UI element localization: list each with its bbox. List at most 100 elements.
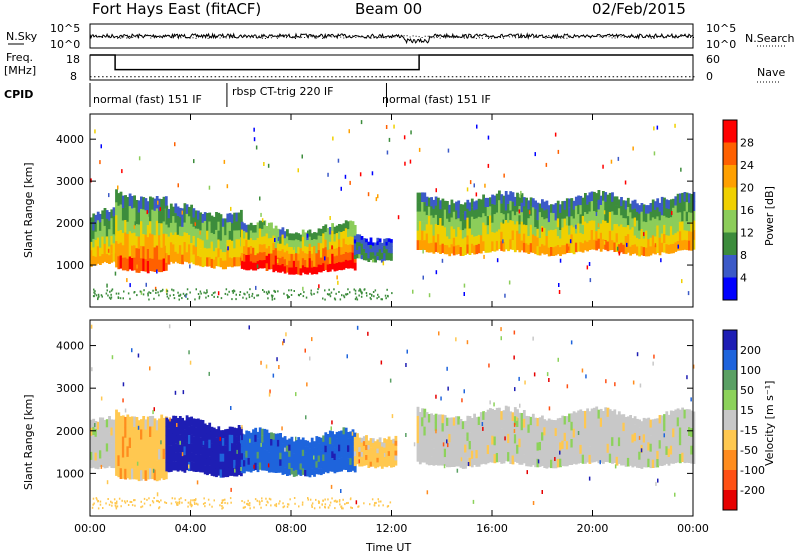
power-scatter-echo — [157, 200, 159, 205]
power-cell — [606, 222, 610, 233]
velocity-cell — [556, 434, 560, 443]
power-cell — [112, 234, 116, 244]
power-low-echo — [206, 291, 208, 294]
velocity-cell — [559, 426, 562, 435]
power-cell — [231, 240, 234, 250]
power-cell — [690, 212, 693, 223]
power-cell — [584, 240, 587, 251]
power-cell — [509, 210, 513, 221]
velocity-cell — [151, 468, 155, 480]
velocity-cell — [306, 446, 310, 453]
power-cell — [604, 201, 608, 212]
velocity-cell — [654, 418, 657, 428]
power-cell — [208, 257, 212, 267]
power-cell — [545, 244, 549, 255]
velocity-scatter-echo — [406, 349, 408, 354]
velocity-cell — [491, 444, 494, 454]
velocity-cell — [263, 449, 267, 457]
power-cell — [525, 243, 528, 253]
velocity-cell — [183, 420, 187, 430]
velocity-cell — [319, 450, 323, 457]
velocity-cell — [301, 443, 305, 451]
velocity-cell — [658, 440, 662, 449]
power-cell — [226, 257, 230, 267]
power-cell — [631, 236, 635, 246]
velocity-cell — [153, 459, 157, 471]
velocity-colorbar-swatch — [723, 330, 737, 351]
velocity-cell — [233, 459, 236, 469]
power-cell — [221, 243, 225, 253]
velocity-cell — [464, 436, 467, 445]
power-cell — [669, 226, 673, 236]
power-cell — [92, 230, 96, 240]
velocity-cell — [140, 470, 143, 481]
power-cell — [448, 213, 452, 223]
velocity-cell — [495, 435, 499, 445]
velocity-cell — [617, 454, 621, 464]
power-cell — [326, 228, 330, 236]
power-cell — [633, 226, 637, 236]
power-cell — [369, 248, 373, 253]
power-cell — [206, 221, 209, 232]
power-cell — [498, 210, 501, 220]
velocity-cell — [304, 470, 307, 477]
power-cell — [380, 242, 384, 247]
velocity-low-echo — [127, 504, 130, 506]
velocity-cell — [577, 445, 580, 455]
velocity-cell — [672, 454, 675, 464]
power-cell — [228, 213, 232, 223]
power-low-echo — [273, 289, 275, 292]
velocity-cell — [559, 442, 562, 451]
velocity-cell — [267, 452, 271, 460]
velocity-cell — [629, 423, 632, 433]
velocity-cell — [513, 434, 517, 444]
power-low-echo — [225, 288, 228, 291]
power-cell — [261, 228, 264, 238]
power-cell — [470, 234, 474, 245]
beam-label: Beam 00 — [355, 0, 423, 18]
power-cell — [593, 239, 596, 250]
power-cell — [94, 256, 98, 266]
power-cell — [572, 209, 576, 219]
date-label: 02/Feb/2015 — [592, 0, 686, 18]
velocity-cell — [660, 440, 664, 450]
velocity-low-echo — [261, 500, 263, 502]
power-low-echo — [105, 292, 108, 295]
power-cell — [155, 258, 159, 271]
velocity-cell — [169, 436, 173, 446]
power-cell — [347, 244, 350, 253]
velocity-cell — [452, 450, 456, 459]
power-cell — [338, 254, 341, 263]
velocity-cell — [552, 452, 556, 461]
power-cell — [654, 227, 657, 237]
power-cell — [615, 196, 619, 206]
velocity-cell — [131, 426, 134, 438]
power-cell — [502, 214, 506, 224]
velocity-cell — [507, 452, 510, 462]
power-low-echo — [148, 291, 150, 294]
power-cell — [434, 233, 438, 243]
velocity-cell — [105, 435, 109, 444]
velocity-cell — [374, 454, 377, 460]
velocity-cell — [342, 448, 346, 456]
velocity-cell — [185, 442, 189, 452]
velocity-scatter-echo — [236, 449, 238, 454]
velocity-cell — [133, 458, 136, 469]
velocity-cell — [387, 441, 391, 447]
velocity-cell — [674, 418, 678, 428]
velocity-cell — [317, 468, 321, 475]
power-low-echo — [361, 292, 363, 295]
velocity-low-echo — [350, 506, 352, 509]
power-cell — [541, 235, 544, 245]
power-cell — [475, 227, 479, 237]
velocity-cell — [475, 441, 479, 451]
velocity-scatter-echo — [355, 500, 358, 505]
velocity-scatter-echo — [122, 382, 125, 387]
power-cell — [538, 220, 542, 230]
power-cell — [310, 253, 314, 261]
power-cell — [590, 210, 594, 221]
velocity-cell — [457, 441, 461, 450]
power-cell — [237, 221, 241, 231]
power-scatter-echo — [558, 290, 561, 294]
power-cell — [243, 246, 246, 255]
